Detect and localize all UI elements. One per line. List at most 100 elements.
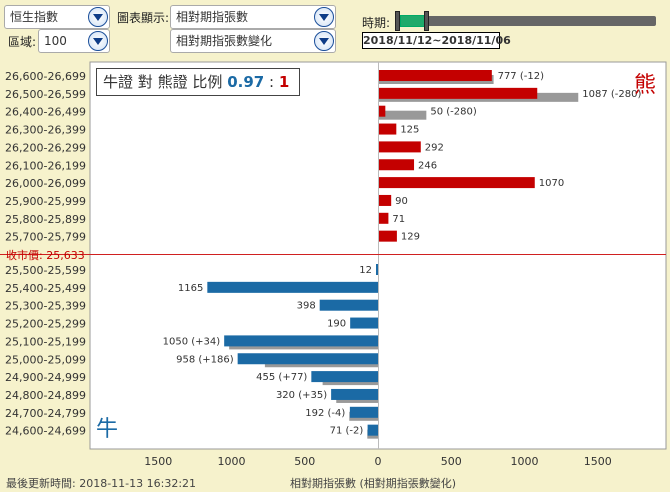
date-range: 2018/11/12~2018/11/06 (362, 32, 511, 49)
bull-range-label: 25,200-25,299 (5, 318, 86, 331)
bull-range-label: 25,400-25,499 (5, 282, 86, 295)
ratio-bear: 熊證 (157, 73, 188, 91)
bull-bar (224, 335, 378, 347)
bear-data-label: 50 (-280) (430, 107, 477, 118)
bear-bar (378, 123, 397, 135)
chevron-down-icon[interactable] (314, 7, 334, 27)
bear-range-label: 26,400-26,499 (5, 106, 86, 119)
bear-range-label: 25,900-25,999 (5, 195, 86, 208)
bear-range-label: 26,000-26,099 (5, 177, 86, 190)
bear-bar (378, 177, 535, 189)
underlying-select[interactable]: 恒生指數 (4, 5, 110, 29)
period-slider-handle-left[interactable] (395, 11, 400, 31)
bear-data-label: 292 (425, 142, 444, 153)
bear-range-label: 26,300-26,399 (5, 124, 86, 137)
bull-bar (319, 299, 378, 311)
chart-display-label: 圖表顯示: (117, 11, 170, 25)
ratio-box: 牛證 對 熊證 比例 0.97 : 1 (96, 68, 300, 96)
bull-data-label: 190 (327, 319, 346, 330)
period-label: 時期: (362, 16, 391, 30)
ratio-bear-value: 1 (278, 73, 290, 91)
bear-bar (378, 141, 421, 153)
bear-bar (378, 212, 389, 224)
x-tick-label: 1500 (144, 455, 172, 468)
bear-range-label: 25,700-25,799 (5, 231, 86, 244)
bull-range-label: 24,800-24,899 (5, 389, 86, 402)
bull-range-label: 24,600-24,699 (5, 425, 86, 438)
period-slider-track[interactable] (396, 16, 656, 26)
bear-data-label: 246 (418, 160, 437, 171)
x-tick-label: 500 (441, 455, 462, 468)
bull-bar (349, 406, 378, 418)
ratio-vs: 對 (137, 73, 153, 91)
ratio-bull-value: 0.97 (227, 73, 265, 91)
bear-range-label: 26,100-26,199 (5, 159, 86, 172)
bull-data-label: 455 (+77) (256, 372, 307, 383)
bear-data-label: 129 (401, 232, 420, 243)
bear-bar (378, 87, 538, 99)
bear-char: 熊 (634, 73, 656, 98)
bear-data-label: 777 (-12) (498, 71, 545, 82)
bull-bar (237, 353, 378, 365)
bear-range-label: 26,600-26,699 (5, 70, 86, 83)
chart-display-select[interactable]: 相對期指張數 (170, 5, 336, 29)
bull-range-label: 25,000-25,099 (5, 353, 86, 366)
bull-range-label: 24,900-24,999 (5, 371, 86, 384)
bull-bar (376, 264, 378, 275)
bear-range-label: 26,500-26,599 (5, 88, 86, 101)
bars-layer (207, 70, 579, 439)
bull-bar (367, 424, 378, 436)
bear-data-label: 125 (400, 125, 419, 136)
bear-data-label: 1087 (-280) (582, 89, 641, 100)
bear-data-label: 71 (392, 214, 405, 225)
ratio-sep: : (268, 73, 275, 91)
bear-data-label: 90 (395, 196, 408, 207)
bull-data-label: 320 (+35) (276, 390, 327, 401)
chart-display-2-value: 相對期指張數變化 (176, 34, 273, 48)
x-tick-label: 1000 (511, 455, 539, 468)
ratio-bull: 牛證 (103, 73, 134, 91)
bear-data-label: 1070 (539, 178, 564, 189)
bull-data-label: 71 (-2) (330, 426, 364, 437)
update-time: 最後更新時間: 2018-11-13 16:32:21 (6, 477, 197, 490)
bull-range-label: 25,300-25,399 (5, 300, 86, 313)
zone-value: 100 (44, 34, 67, 48)
chart-display-value: 相對期指張數 (176, 10, 249, 24)
bull-bar (331, 388, 378, 400)
chart-display-2-select[interactable]: 相對期指張數變化 (170, 29, 336, 53)
bear-bar (378, 230, 397, 242)
ratio-label: 比例 (192, 73, 223, 91)
chevron-down-icon[interactable] (314, 31, 334, 51)
close-label: 收市價: 25,633 (6, 248, 85, 262)
bull-bar (207, 281, 378, 293)
bull-bar (350, 317, 378, 329)
chevron-down-icon[interactable] (88, 7, 108, 27)
bear-bar (378, 70, 492, 81)
bear-bar (378, 105, 386, 117)
underlying-value: 恒生指數 (10, 10, 59, 24)
x-tick-label: 1500 (584, 455, 612, 468)
zone-label: 區域: (8, 35, 37, 49)
bear-previous-bar (378, 110, 427, 120)
bull-data-label: 12 (359, 265, 372, 276)
bull-range-label: 25,100-25,199 (5, 335, 86, 348)
bull-char: 牛 (96, 417, 118, 442)
bull-data-label: 398 (297, 301, 316, 312)
bull-data-label: 958 (+186) (176, 354, 234, 365)
bear-bar (378, 159, 415, 171)
x-tick-label: 1000 (218, 455, 246, 468)
labels-layer: 777 (-12) 26,600-26,699 1087 (-280) 26,500-… (5, 70, 641, 438)
bull-range-label: 25,500-25,599 (5, 264, 86, 277)
bear-range-label: 25,800-25,899 (5, 213, 86, 226)
bull-data-label: 192 (-4) (305, 408, 345, 419)
bear-range-label: 26,200-26,299 (5, 141, 86, 154)
bear-bar (378, 194, 392, 206)
zone-select[interactable]: 100 (38, 29, 110, 53)
bull-bar (311, 371, 378, 383)
x-tick-label: 500 (294, 455, 315, 468)
bull-data-label: 1165 (178, 283, 203, 294)
chevron-down-icon[interactable] (88, 31, 108, 51)
bull-data-label: 1050 (+34) (163, 336, 221, 347)
period-slider-handle-right[interactable] (424, 11, 429, 31)
